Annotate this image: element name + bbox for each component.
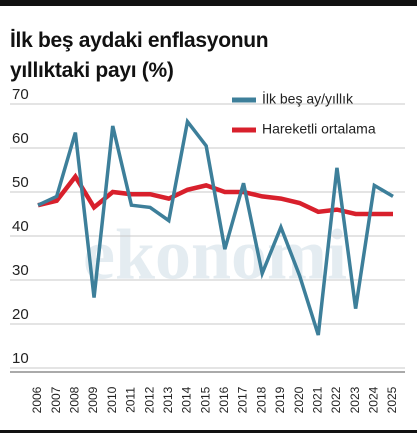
x-tick-label: 2023 xyxy=(348,386,362,413)
y-tick-label: 70 xyxy=(12,86,29,103)
x-tick-label: 2018 xyxy=(254,386,268,413)
x-tick-label: 2020 xyxy=(292,386,306,413)
top-bar xyxy=(0,0,417,6)
watermark: ekonomi xyxy=(83,215,347,295)
x-tick-label: 2017 xyxy=(236,386,250,413)
x-tick-label: 2011 xyxy=(124,387,138,413)
x-tick-label: 2013 xyxy=(161,386,175,413)
x-tick-label: 2021 xyxy=(310,386,324,413)
x-tick-label: 2019 xyxy=(273,386,287,413)
legend-label: Hareketli ortalama xyxy=(262,121,376,137)
y-tick-label: 40 xyxy=(12,218,29,235)
x-tick-label: 2022 xyxy=(329,386,343,413)
x-tick-label: 2025 xyxy=(385,386,399,413)
x-tick-label: 2016 xyxy=(217,386,231,413)
x-tick-label: 2010 xyxy=(105,386,119,413)
x-tick-label: 2012 xyxy=(142,386,156,413)
legend-label: İlk beş ay/yıllık xyxy=(262,90,354,107)
x-tick-label: 2008 xyxy=(68,386,82,413)
y-tick-label: 50 xyxy=(12,174,29,191)
x-tick-label: 2006 xyxy=(30,386,44,413)
x-tick-label: 2024 xyxy=(366,386,380,413)
y-tick-label: 30 xyxy=(12,262,29,279)
bottom-bar xyxy=(0,430,417,433)
x-tick-label: 2009 xyxy=(86,386,100,413)
x-tick-label: 2007 xyxy=(49,386,63,413)
y-tick-label: 60 xyxy=(12,130,29,147)
x-tick-label: 2015 xyxy=(198,386,212,413)
series-line xyxy=(37,117,394,336)
y-tick-label: 10 xyxy=(12,350,29,367)
chart-title: İlk beş aydaki enflasyonun yıllıktaki pa… xyxy=(10,29,269,82)
x-tick-label: 2014 xyxy=(180,386,194,413)
y-tick-label: 20 xyxy=(12,306,29,323)
